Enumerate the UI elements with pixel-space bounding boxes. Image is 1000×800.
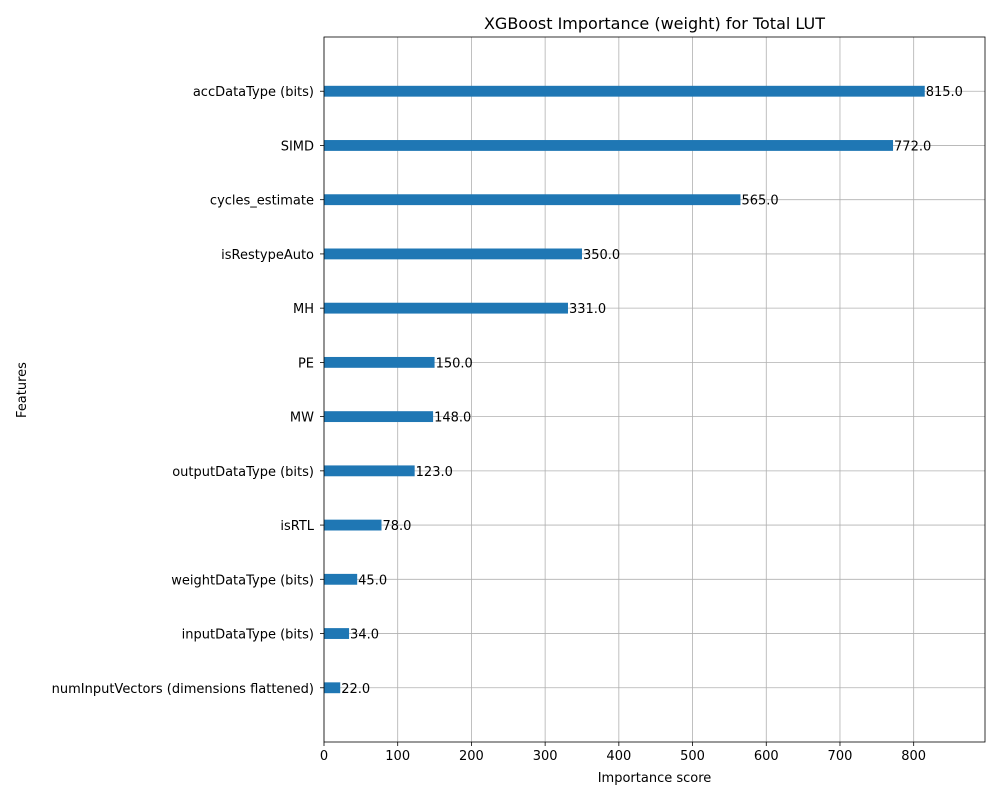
x-tick-label: 200 [459, 749, 484, 764]
x-tick-label: 800 [901, 749, 926, 764]
bar [324, 302, 568, 314]
bar-value-label: 772.0 [894, 139, 931, 154]
bar-value-label: 565.0 [741, 194, 778, 209]
y-tick-label: inputDataType (bits) [182, 628, 314, 643]
bar [324, 628, 350, 639]
bar [324, 682, 341, 694]
bars [324, 85, 925, 694]
bar-value-label: 331.0 [569, 302, 606, 317]
value-labels: 815.0 772.0 565.0 350.0 331.0 150.0 148.0 123.0… [341, 85, 963, 697]
plot-frame [323, 36, 986, 743]
y-tick-label: isRestypeAuto [221, 248, 314, 263]
bar [324, 411, 434, 423]
y-tick-label: cycles_estimate [210, 194, 314, 209]
bar-value-label: 148.0 [434, 411, 471, 426]
y-axis-ticks: accDataType (bits) SIMD cycles_estimate isR… [52, 85, 324, 697]
y-axis-label: Features [15, 362, 30, 418]
bar-value-label: 123.0 [416, 465, 453, 480]
x-tick-label: 300 [533, 749, 558, 764]
bar [324, 248, 582, 260]
bar-value-label: 150.0 [436, 356, 473, 371]
x-axis-ticks: 0 100 200 300 400 500 600 700 800 [320, 742, 926, 764]
y-tick-label: outputDataType (bits) [172, 465, 314, 480]
x-tick-label: 0 [320, 749, 328, 764]
bar [324, 465, 415, 477]
x-tick-label: 600 [754, 749, 779, 764]
y-tick-label: accDataType (bits) [193, 85, 314, 100]
y-tick-label: MW [290, 411, 314, 426]
x-tick-label: 100 [385, 749, 410, 764]
y-tick-label: SIMD [281, 139, 314, 154]
bar [324, 85, 925, 97]
bar [324, 573, 358, 585]
y-tick-label: MH [293, 302, 314, 317]
bar-value-label: 815.0 [926, 85, 963, 100]
x-tick-label: 500 [680, 749, 705, 764]
bar [324, 519, 382, 531]
y-tick-label: numInputVectors (dimensions flattened) [52, 682, 314, 697]
y-tick-label: PE [298, 356, 314, 371]
bar-value-label: 45.0 [358, 573, 387, 588]
bar-value-label: 350.0 [583, 248, 620, 263]
x-axis-label: Importance score [598, 771, 712, 786]
bar [324, 194, 741, 206]
bar-value-label: 34.0 [350, 628, 379, 643]
bar-value-label: 22.0 [341, 682, 370, 697]
x-tick-label: 700 [828, 749, 853, 764]
x-tick-label: 400 [606, 749, 631, 764]
bar [324, 356, 435, 368]
y-tick-label: isRTL [280, 519, 314, 534]
chart-title: XGBoost Importance (weight) for Total LU… [484, 14, 825, 33]
bar [324, 140, 894, 151]
bar-value-label: 78.0 [382, 519, 411, 534]
y-tick-label: weightDataType (bits) [171, 573, 314, 588]
